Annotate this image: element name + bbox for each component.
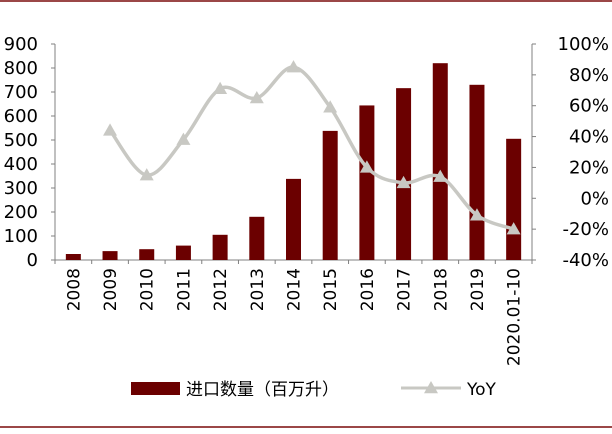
legend-marker-line (424, 381, 438, 394)
right-tick-label: 60% (569, 96, 609, 117)
right-tick-label: 100% (558, 34, 609, 55)
axes: 0 100 200 300 400 500 600 700 800 900 -40% -20% 0% 20… (4, 34, 609, 366)
bar (65, 254, 81, 260)
yoy-marker (323, 100, 338, 113)
left-tick-label: 0 (27, 250, 38, 271)
x-tick-label: 2017 (395, 268, 415, 311)
x-tick-label: 2009 (101, 268, 121, 311)
x-tick-label: 2018 (431, 268, 451, 311)
x-tick-label: 2008 (64, 268, 84, 311)
right-tick-label: -40% (562, 250, 609, 271)
x-tick-label: 2020.01-10 (505, 268, 525, 366)
bar (102, 251, 118, 260)
right-tick-label: 40% (569, 127, 609, 148)
bar (139, 249, 155, 260)
bar (286, 178, 301, 260)
right-tick-label: -20% (562, 219, 609, 240)
right-tick-label: 80% (569, 65, 609, 86)
yoy-marker (213, 81, 228, 94)
yoy-line (108, 65, 515, 231)
bar (506, 138, 522, 260)
yoy-marker (139, 168, 154, 181)
bar (432, 63, 448, 261)
left-tick-label: 200 (4, 202, 38, 223)
x-tick-label: 2016 (358, 268, 378, 311)
x-tick-label: 2019 (468, 268, 488, 311)
left-tick-label: 100 (4, 226, 38, 247)
x-tick-label: 2012 (211, 268, 231, 311)
yoy-marker (359, 160, 374, 173)
bar (175, 245, 191, 260)
yoy-marker (433, 169, 448, 182)
x-tick-label: 2013 (248, 268, 268, 311)
yoy-marker (176, 132, 191, 145)
right-tick-label: 20% (569, 157, 609, 178)
bar (359, 105, 375, 260)
left-tick-label: 500 (4, 130, 38, 151)
bar (322, 130, 338, 260)
left-tick-label: 400 (4, 154, 38, 175)
left-tick-label: 600 (4, 106, 38, 127)
left-tick-label: 300 (4, 178, 38, 199)
bar (249, 216, 265, 260)
x-tick-label: 2015 (321, 268, 341, 311)
x-tick-label: 2010 (138, 268, 158, 311)
yoy-marker (396, 175, 411, 189)
line-series (103, 60, 521, 235)
left-tick-label: 800 (4, 58, 38, 79)
x-tick-label: 2014 (285, 268, 305, 311)
left-tick-label: 700 (4, 82, 38, 103)
legend: 进口数量（百万升） YoY (131, 380, 497, 400)
yoy-marker (249, 91, 264, 104)
right-tick-label: 0% (580, 188, 609, 209)
legend-swatch-bar (131, 382, 180, 395)
left-tick-label: 900 (4, 34, 38, 55)
yoy-marker (506, 222, 521, 235)
bar (212, 234, 228, 260)
yoy-marker (469, 208, 484, 221)
legend-label-line: YoY (466, 380, 497, 400)
yoy-marker (286, 60, 301, 73)
legend-label-bar: 进口数量（百万升） (186, 380, 339, 400)
bar (469, 84, 485, 260)
bar-series (65, 63, 522, 261)
bar (396, 88, 412, 260)
yoy-marker (103, 123, 118, 136)
x-tick-label: 2011 (174, 268, 194, 311)
